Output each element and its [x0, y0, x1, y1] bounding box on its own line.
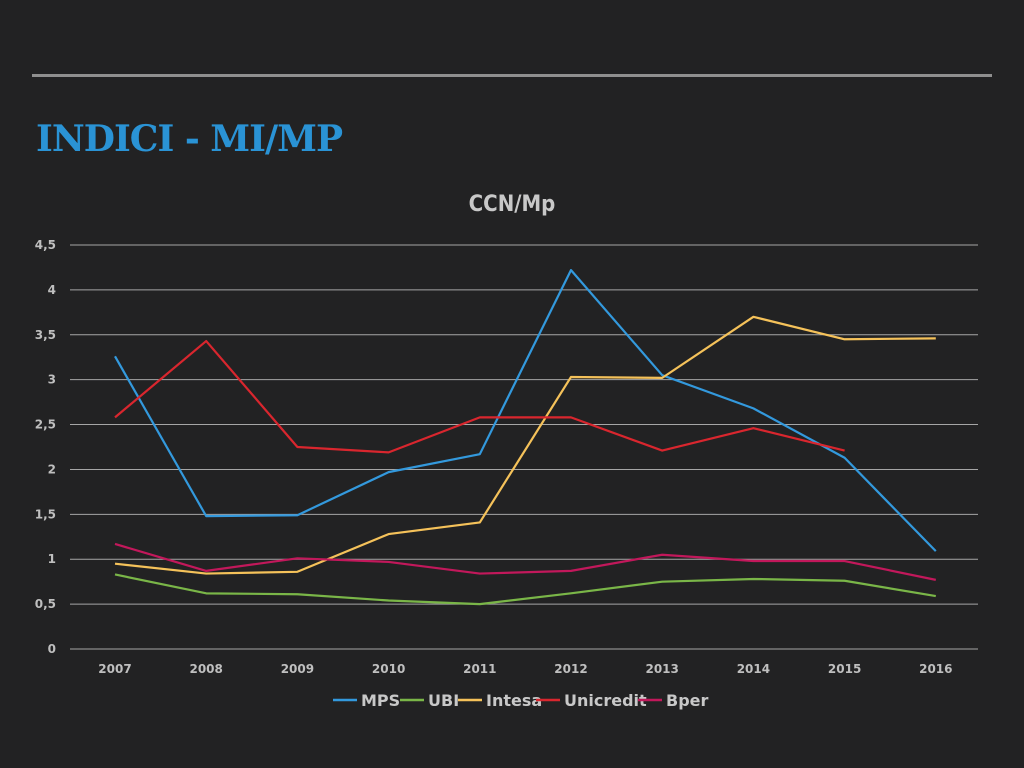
slide-title: INDICI - MI/MP — [36, 118, 343, 160]
title-divider — [32, 74, 992, 77]
chart-gridlines — [70, 244, 978, 650]
y-tick-label: 1 — [48, 552, 56, 566]
x-tick-label: 2012 — [554, 662, 587, 676]
y-tick-label: 1,5 — [35, 507, 56, 521]
legend-label-intesa: Intesa — [486, 691, 542, 710]
y-tick-label: 2 — [48, 462, 56, 476]
y-tick-label: 3 — [48, 373, 56, 387]
y-tick-label: 4 — [48, 283, 56, 297]
y-tick-label: 4,5 — [35, 238, 56, 252]
series-line-ubi — [114, 573, 936, 606]
series-line-intesa — [114, 315, 936, 575]
x-tick-label: 2007 — [98, 662, 131, 676]
y-tick-label: 2,5 — [35, 418, 56, 432]
legend-label-bper: Bper — [666, 691, 709, 710]
chart-series — [114, 269, 937, 606]
series-line-unicredit — [114, 339, 845, 454]
legend-label-unicredit: Unicredit — [564, 691, 647, 710]
x-tick-label: 2008 — [189, 662, 222, 676]
x-tick-label: 2011 — [463, 662, 496, 676]
y-tick-label: 0,5 — [35, 597, 56, 611]
y-axis-ticks: 0 0,5 1 1,5 2 2,5 3 3,5 4 4,5 — [35, 238, 56, 656]
x-tick-label: 2013 — [645, 662, 678, 676]
x-tick-label: 2016 — [919, 662, 952, 676]
chart-title: CCN/Mp — [468, 192, 556, 217]
x-tick-label: 2010 — [372, 662, 405, 676]
legend-label-ubi: UBI — [428, 691, 459, 710]
x-axis-ticks: 2007 2008 2009 2010 2011 2012 2013 2014 2015 2016 — [98, 662, 952, 676]
y-tick-label: 3,5 — [35, 328, 56, 342]
x-tick-label: 2009 — [281, 662, 314, 676]
y-tick-label: 0 — [48, 642, 56, 656]
x-tick-label: 2014 — [737, 662, 770, 676]
series-line-mps — [114, 269, 937, 552]
legend-label-mps: MPS — [361, 691, 400, 710]
chart-legend: MPS UBI Intesa Unicredit Bper — [333, 691, 709, 710]
x-tick-label: 2015 — [828, 662, 861, 676]
series-line-bper — [114, 542, 937, 581]
